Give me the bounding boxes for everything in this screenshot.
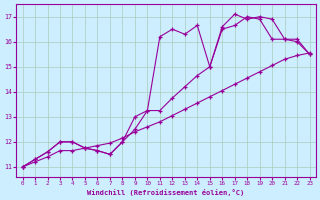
X-axis label: Windchill (Refroidissement éolien,°C): Windchill (Refroidissement éolien,°C) (87, 189, 245, 196)
